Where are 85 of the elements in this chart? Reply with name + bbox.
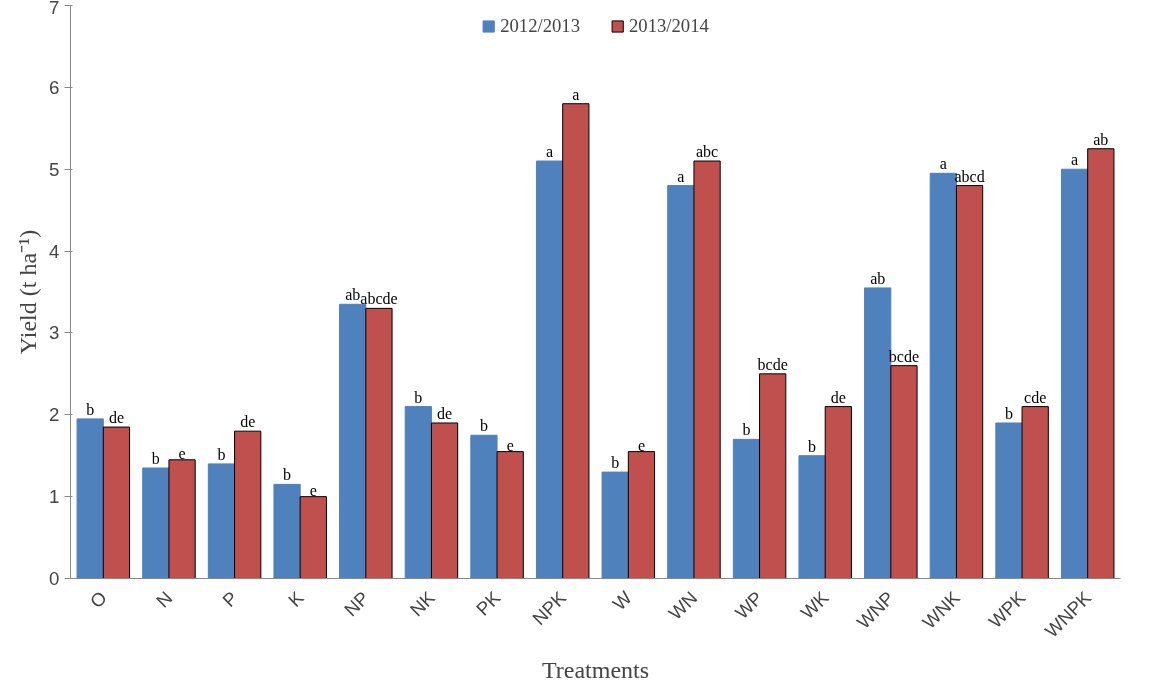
data-label: abcd (954, 167, 985, 185)
bar (299, 496, 327, 579)
data-label: de (108, 409, 124, 427)
bar (142, 467, 170, 579)
bar (102, 426, 131, 579)
data-label: e (178, 444, 186, 462)
bar (929, 172, 957, 579)
data-label: a (546, 143, 554, 161)
y-tick-label: 4 (49, 240, 60, 262)
bar (404, 406, 432, 579)
bar (168, 459, 196, 579)
data-label: de (830, 388, 846, 406)
bar (798, 455, 826, 579)
x-tick-label: PK (472, 586, 505, 620)
y-tick-label: 6 (49, 76, 60, 98)
x-tick-label: P (218, 587, 242, 611)
data-label: b (1004, 404, 1013, 422)
x-tick-label: N (151, 587, 177, 612)
x-axis-title: Treatments (541, 656, 650, 683)
bar (693, 160, 721, 579)
y-tick-label: 2 (49, 404, 60, 426)
bar (207, 463, 236, 579)
data-label: abc (695, 143, 719, 161)
y-tick-label: 1 (49, 486, 60, 508)
x-tick-label: NK (405, 586, 440, 621)
data-label: e (637, 436, 645, 454)
data-label: b (742, 421, 751, 439)
bar (955, 185, 984, 579)
data-label: b (808, 437, 817, 455)
data-label: b (611, 454, 620, 472)
data-label: b (151, 449, 160, 467)
y-tick-label: 7 (49, 0, 60, 18)
bar (627, 451, 656, 579)
bar (995, 422, 1023, 579)
data-label: b (479, 417, 488, 435)
bar (824, 406, 852, 579)
bar (1087, 148, 1115, 579)
x-tick-label: WK (796, 586, 834, 624)
bar (365, 307, 393, 579)
bar (470, 434, 498, 579)
data-label: de (437, 404, 453, 422)
y-tick-label: 0 (49, 568, 60, 589)
data-label: bcde (757, 355, 788, 373)
data-label: b (414, 388, 423, 406)
bar (273, 483, 301, 579)
y-tick-label: 5 (49, 158, 60, 180)
data-label: cde (1024, 388, 1047, 406)
bar (667, 185, 695, 579)
bar (601, 471, 629, 579)
bar (732, 438, 761, 579)
legend-label: 2013/2014 (629, 15, 709, 37)
data-label: a (1071, 151, 1079, 169)
data-label: a (939, 155, 947, 173)
data-label: b (283, 466, 292, 484)
bar (562, 103, 590, 579)
bar (1021, 406, 1049, 579)
data-label: b (217, 445, 226, 463)
x-tick-label: NP (340, 587, 374, 621)
bar (496, 451, 524, 579)
data-label: ab (1093, 130, 1109, 148)
bar (759, 373, 787, 579)
data-label: abcde (360, 290, 398, 308)
bar (1060, 168, 1089, 579)
data-label: a (677, 167, 685, 185)
y-axis-title: Yield (t ha⁻¹) (15, 229, 42, 355)
data-label: e (506, 436, 514, 454)
bar (535, 160, 564, 579)
bar (430, 422, 459, 579)
x-tick-label: WP (730, 587, 767, 624)
bar (234, 430, 262, 579)
data-label: de (240, 413, 256, 431)
data-label: ab (870, 269, 886, 287)
legend-label: 2012/2013 (500, 15, 580, 37)
data-label: b (86, 400, 95, 418)
data-label: e (309, 481, 317, 499)
bar (890, 365, 918, 579)
data-label: a (572, 85, 580, 103)
bar (339, 303, 367, 579)
x-tick-label: O (85, 587, 111, 613)
y-tick-label: 3 (49, 322, 60, 344)
x-tick-label: W (608, 586, 637, 615)
x-tick-label: WN (664, 587, 702, 624)
x-tick-label: K (283, 586, 309, 611)
bar (76, 418, 104, 579)
data-label: ab (345, 286, 361, 304)
